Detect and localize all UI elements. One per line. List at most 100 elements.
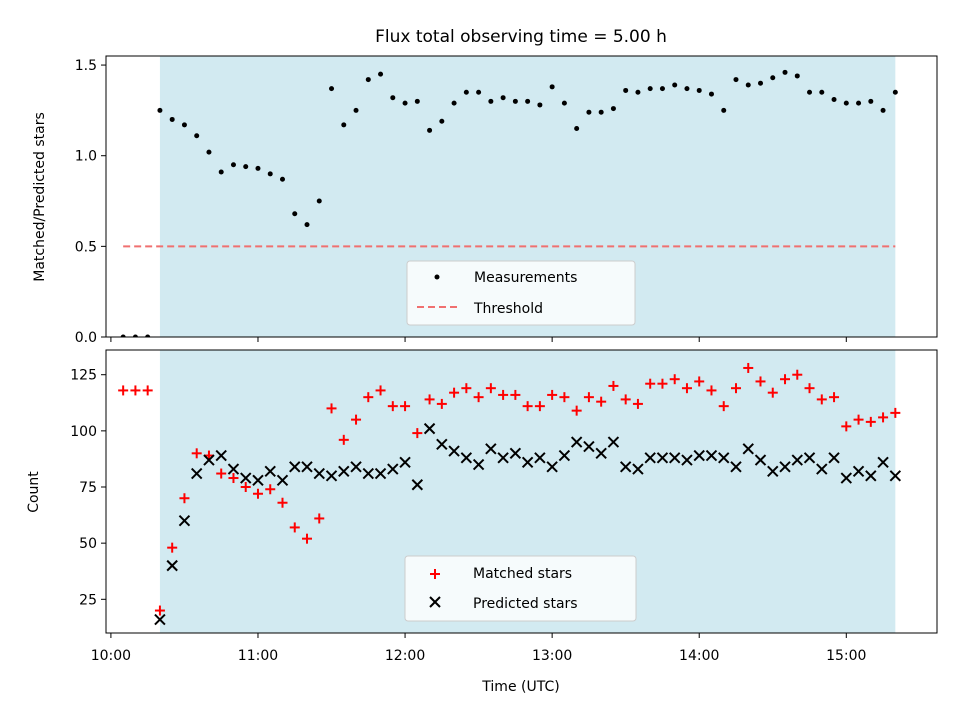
- top-legend-box: [406, 260, 636, 326]
- predicted-star-point: [644, 452, 656, 464]
- measurement-point: [157, 107, 163, 113]
- legend-matched-marker: [430, 569, 440, 579]
- predicted-star-point: [693, 449, 705, 462]
- matched-star-point: [694, 376, 705, 387]
- predicted-star-point: [583, 440, 595, 453]
- matched-star-point: [338, 434, 349, 445]
- predicted-star-point: [166, 559, 178, 572]
- top-axes-frame: [105, 55, 938, 338]
- matched-star-point: [412, 428, 423, 439]
- measurement-point: [329, 86, 335, 92]
- measurement-point: [353, 107, 359, 113]
- predicted-star-point: [521, 456, 534, 469]
- measurement-point: [623, 87, 629, 93]
- matched-star-point: [645, 378, 656, 389]
- matched-star-point: [596, 396, 607, 407]
- predicted-star-point: [350, 461, 362, 473]
- measurement-point: [831, 97, 837, 103]
- predicted-star-point: [828, 452, 840, 464]
- y-tick-label: 125: [70, 368, 97, 384]
- matched-star-point: [571, 405, 582, 416]
- predicted-star-point: [387, 463, 399, 475]
- measurement-point: [647, 86, 653, 92]
- predicted-star-point: [362, 467, 374, 480]
- predicted-star-point: [460, 452, 473, 464]
- predicted-star-point: [423, 422, 436, 435]
- predicted-star-point: [301, 461, 313, 473]
- legend-matched-label: Matched stars: [473, 566, 572, 582]
- measurement-point: [512, 98, 518, 104]
- predicted-star-point: [767, 465, 779, 477]
- measurement-point: [341, 122, 347, 128]
- predicted-star-point: [374, 467, 387, 480]
- measurement-point: [267, 171, 273, 177]
- legend-measurements-marker: [434, 274, 440, 280]
- measurement-point: [561, 100, 567, 106]
- measurement-point: [439, 118, 445, 124]
- measurement-point: [378, 71, 384, 77]
- matched-star-point: [816, 394, 827, 405]
- matched-star-point: [424, 394, 435, 405]
- measurement-point: [586, 109, 592, 115]
- top-panel: 0.0 0.5 1.0 1.5 Matched/Predicted stars Mea…: [32, 55, 938, 346]
- predicted-star-point: [852, 465, 865, 477]
- x-tick-label: 14:00: [679, 648, 719, 664]
- matched-star-point: [534, 401, 545, 412]
- measurement-point: [549, 84, 555, 90]
- measurement-point: [635, 89, 641, 95]
- matched-star-point: [608, 380, 619, 391]
- chart-title: Flux total observing time = 5.00 h: [375, 27, 667, 47]
- predicted-star-point: [632, 463, 644, 475]
- matched-star-point: [743, 362, 754, 373]
- measurement-point: [181, 122, 187, 128]
- measurement-point: [279, 176, 285, 182]
- predicted-star-point: [730, 461, 742, 473]
- measurement-point: [758, 80, 764, 86]
- bottom-x-axis: 10:00 11:00 12:00 13:00 14:00 15:00: [91, 633, 866, 664]
- measurement-point: [807, 89, 813, 95]
- measurement-point: [537, 102, 543, 108]
- predicted-star-point: [656, 452, 669, 464]
- x-axis-label: Time (UTC): [481, 679, 559, 695]
- measurement-point: [194, 133, 200, 139]
- matched-star-point: [228, 473, 239, 484]
- measurement-point: [843, 100, 849, 106]
- predicted-star-point: [509, 447, 522, 460]
- measurement-point: [304, 222, 310, 228]
- predicted-star-point: [411, 479, 424, 491]
- predicted-star-point: [889, 470, 902, 482]
- predicted-star-point: [669, 452, 681, 464]
- matched-star-point: [461, 383, 472, 394]
- predicted-star-point: [178, 514, 191, 527]
- matched-star-point: [632, 398, 643, 409]
- measurement-point: [316, 198, 322, 204]
- predicted-star-point: [570, 436, 583, 448]
- bottom-panel: 25 50 75 100 125 10:00 11:00 12:00 13:00 14:00 15…: [26, 349, 938, 695]
- predicted-star-point: [264, 465, 276, 477]
- predicted-star-point: [877, 456, 889, 469]
- measurement-point: [733, 77, 739, 83]
- top-marks: [120, 69, 898, 337]
- matched-star-point: [547, 389, 558, 400]
- bottom-y-axis: 25 50 75 100 125: [70, 368, 106, 608]
- predicted-star-point: [448, 445, 460, 457]
- predicted-star-point: [865, 470, 877, 482]
- matched-star-point: [620, 394, 631, 405]
- predicted-star-point: [607, 436, 620, 448]
- matched-star-point: [657, 378, 668, 389]
- measurement-point: [574, 126, 580, 132]
- legend-predicted-label: Predicted stars: [473, 596, 578, 612]
- predicted-star-point: [240, 472, 252, 484]
- measurement-point: [856, 100, 862, 106]
- y-tick-label: 1.5: [75, 58, 97, 74]
- measurement-point: [169, 116, 175, 122]
- matched-star-point: [706, 385, 717, 396]
- measurement-point: [463, 89, 469, 95]
- predicted-star-point: [742, 443, 754, 455]
- matched-star-point: [449, 387, 460, 398]
- y-tick-label: 1.0: [75, 149, 97, 165]
- x-tick-label: 11:00: [238, 648, 278, 664]
- bottom-legend: Matched stars Predicted stars: [404, 555, 637, 622]
- measurement-point: [794, 73, 800, 79]
- matched-star-point: [302, 533, 313, 544]
